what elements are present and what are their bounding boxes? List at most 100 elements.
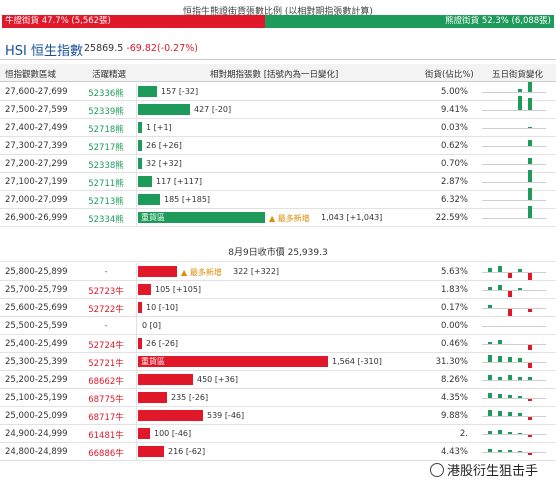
table-row[interactable]: 25,600-25,699 52722牛 10 [-10] 0.17% [0, 299, 556, 317]
sparkline-bar [528, 170, 532, 182]
sparkline-bar [528, 127, 532, 128]
street-share: 2.87% [440, 177, 468, 187]
strike-range: 27,200-27,299 [5, 159, 68, 169]
table-row[interactable]: 27,600-27,699 52336熊 157 [-32] 5.00% [0, 82, 556, 101]
sparkline-bar [498, 356, 502, 362]
sparkline-bar [518, 413, 522, 416]
warrant-code[interactable]: 52334熊 [88, 215, 124, 225]
table-row[interactable]: 24,900-24,999 61481牛 100 [-46] 2. [0, 425, 556, 443]
column-divider [136, 191, 137, 209]
sparkline-axis [482, 452, 546, 453]
street-share: 0.46% [440, 339, 468, 349]
table-row[interactable]: 27,400-27,499 52718熊 1 [+1] 0.03% [0, 119, 556, 137]
street-share: 5.63% [440, 267, 468, 277]
warrant-code[interactable]: 68775牛 [88, 395, 124, 405]
table-row[interactable]: 25,200-25,299 68662牛 450 [+36] 8.26% [0, 371, 556, 389]
sparkline-bar [528, 273, 532, 280]
contracts-bar [138, 446, 164, 457]
five-day-trend-sparkline [482, 426, 546, 442]
contracts-bar [138, 194, 160, 205]
street-share: 4.35% [440, 393, 468, 403]
warrant-code[interactable]: 52718熊 [88, 125, 124, 135]
warrant-code[interactable]: 61481牛 [88, 431, 124, 441]
sparkline-bar [498, 411, 502, 416]
warrant-code[interactable]: 68662牛 [88, 377, 124, 387]
strike-range: 27,500-27,599 [5, 105, 68, 115]
warrant-code[interactable]: 52724牛 [88, 341, 124, 351]
table-row[interactable]: 25,500-25,599 - 0 [0] 0.00% [0, 317, 556, 335]
five-day-trend-sparkline [482, 82, 546, 100]
table-row[interactable]: 27,100-27,199 52711熊 117 [+117] 2.87% [0, 170, 556, 191]
table-row[interactable]: 25,100-25,199 68775牛 235 [-26] 4.35% [0, 389, 556, 407]
sparkline-axis [482, 128, 546, 129]
table-row[interactable]: 27,200-27,299 52338熊 32 [+32] 0.70% [0, 155, 556, 173]
table-row[interactable]: 25,400-25,499 52724牛 26 [-26] 0.46% [0, 335, 556, 353]
index-quote: 25869.5 -69.82(-0.27%) [84, 43, 198, 54]
contracts-bar [138, 410, 203, 421]
contracts-bar [138, 140, 142, 151]
contracts-value: 216 [-62] [168, 447, 206, 456]
strike-range: 25,800-25,899 [5, 267, 68, 277]
strike-range: 25,700-25,799 [5, 285, 68, 295]
sparkline-bar [488, 305, 492, 308]
table-row[interactable]: 26,900-26,999 52334熊 重貨區 ▲ 最多新增 1,043 [+1,04… [0, 206, 556, 227]
index-title: HSI 恒生指數 [5, 44, 83, 59]
sparkline-bar [508, 395, 512, 398]
sparkline-axis [482, 146, 546, 147]
strike-range: 25,300-25,399 [5, 357, 68, 367]
warrant-code[interactable]: 66886牛 [88, 449, 124, 459]
sparkline-bar [518, 377, 522, 380]
contracts-bar [138, 104, 190, 115]
sparkline-bar [488, 393, 492, 398]
sparkline-axis [482, 272, 546, 273]
col-share: 街貨(佔比%) [425, 70, 474, 80]
column-divider [136, 371, 137, 389]
warrant-code[interactable]: 52721牛 [88, 359, 124, 369]
sparkline-axis [482, 344, 546, 345]
contracts-value: 1,043 [+1,043] [321, 213, 383, 222]
table-row[interactable]: 27,500-27,599 52339熊 427 [-20] 9.41% [0, 96, 556, 119]
most-added-badge: ▲ 最多新增 [181, 268, 222, 277]
warrant-code[interactable]: 52711熊 [88, 179, 124, 189]
col-code: 活躍精選 [92, 70, 127, 80]
sparkline-bar [528, 188, 532, 200]
col-contracts: 相對期指張數 [括號內為一日變化] [210, 70, 339, 80]
wechat-icon [430, 463, 444, 477]
five-day-trend-sparkline [482, 264, 546, 280]
table-row[interactable]: 25,000-25,099 68717牛 539 [-46] 9.88% [0, 407, 556, 425]
sparkline-bar [488, 449, 492, 452]
column-divider [136, 155, 137, 173]
warrant-code[interactable]: 52336熊 [88, 89, 124, 99]
table-row[interactable]: 25,700-25,799 52723牛 105 [+105] 1.83% [0, 281, 556, 299]
column-divider [136, 425, 137, 443]
table-row[interactable]: 27,000-27,099 52713熊 185 [+185] 6.32% [0, 188, 556, 209]
five-day-trend-sparkline [482, 354, 546, 370]
contracts-bar [138, 374, 193, 385]
sparkline-bar [508, 291, 512, 297]
five-day-trend-sparkline [482, 372, 546, 388]
contracts-value: 26 [+26] [146, 141, 182, 150]
warrant-code[interactable]: 52723牛 [88, 287, 124, 297]
warrant-code[interactable]: 52722牛 [88, 305, 124, 315]
warrant-code[interactable]: 52339熊 [88, 107, 124, 117]
table-row[interactable]: 25,300-25,399 52721牛 重貨區 1,564 [-310] 31.30% [0, 353, 556, 371]
sparkline-bar [508, 309, 512, 316]
sparkline-bar [528, 377, 532, 380]
contracts-bar [138, 122, 142, 133]
warrant-code[interactable]: 52717熊 [88, 143, 124, 153]
sparkline-bar [498, 377, 502, 380]
sparkline-axis [482, 92, 546, 93]
table-row[interactable]: 24,800-24,899 66886牛 216 [-62] 4.43% [0, 443, 556, 461]
sparkline-bar [488, 375, 492, 380]
table-row[interactable]: 25,800-25,899 - ▲ 最多新增 322 [+322] 5.63% [0, 263, 556, 281]
table-row[interactable]: 27,300-27,399 52717熊 26 [+26] 0.62% [0, 137, 556, 155]
warrant-code[interactable]: 68717牛 [88, 413, 124, 423]
sparkline-bar [488, 287, 492, 290]
contracts-value: 26 [-26] [146, 339, 179, 348]
warrant-code[interactable]: 52338熊 [88, 161, 124, 171]
street-share: 0.00% [440, 321, 468, 331]
sparkline-axis [482, 308, 546, 309]
warrant-code[interactable]: 52713熊 [88, 197, 124, 207]
contracts-bar: 重貨區 [138, 356, 328, 367]
strike-range: 27,000-27,099 [5, 195, 68, 205]
